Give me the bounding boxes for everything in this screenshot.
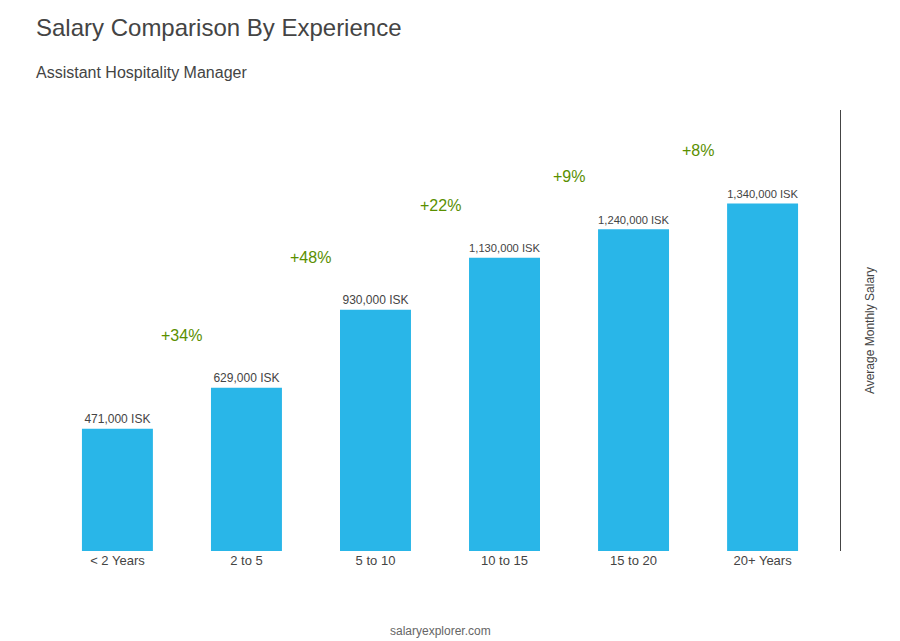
svg-text:1,240,000 ISK: 1,240,000 ISK — [598, 214, 669, 226]
svg-text:1,130,000 ISK: 1,130,000 ISK — [469, 242, 540, 254]
svg-text:1,340,000 ISK: 1,340,000 ISK — [727, 188, 798, 200]
svg-text:+22%: +22% — [420, 197, 461, 214]
svg-text:Assistant Hospitality Manager: Assistant Hospitality Manager — [36, 64, 247, 81]
svg-text:2 to 5: 2 to 5 — [230, 553, 263, 568]
svg-text:+8%: +8% — [682, 142, 714, 159]
svg-text:15 to 20: 15 to 20 — [610, 553, 657, 568]
svg-text:5 to 10: 5 to 10 — [356, 553, 396, 568]
svg-text:+34%: +34% — [161, 327, 202, 344]
svg-text:10 to 15: 10 to 15 — [481, 553, 528, 568]
svg-text:+48%: +48% — [290, 249, 331, 266]
svg-text:Salary Comparison By Experienc: Salary Comparison By Experience — [36, 14, 402, 41]
svg-text:629,000 ISK: 629,000 ISK — [213, 371, 279, 385]
svg-text:salaryexplorer.com: salaryexplorer.com — [390, 624, 491, 638]
svg-text:930,000 ISK: 930,000 ISK — [342, 293, 408, 307]
svg-text:471,000 ISK: 471,000 ISK — [84, 412, 150, 426]
svg-text:< 2 Years: < 2 Years — [90, 553, 145, 568]
svg-text:20+ Years: 20+ Years — [733, 553, 792, 568]
svg-text:Average Monthly Salary: Average Monthly Salary — [863, 267, 877, 394]
svg-text:+9%: +9% — [553, 168, 585, 185]
